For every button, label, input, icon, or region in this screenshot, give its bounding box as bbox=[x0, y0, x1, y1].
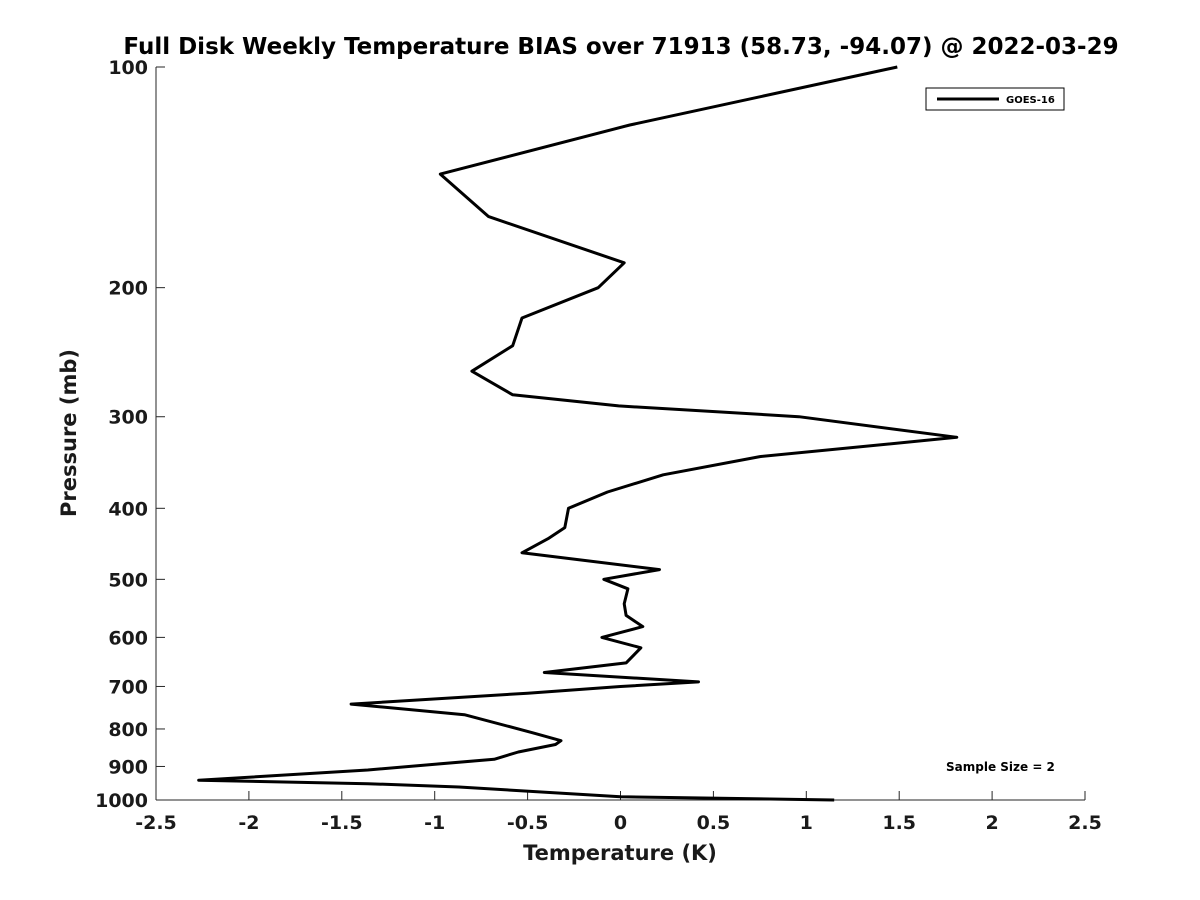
y-tick-label: 500 bbox=[108, 569, 148, 591]
y-tick-label: 300 bbox=[108, 407, 148, 429]
plot-area bbox=[156, 67, 1085, 800]
x-tick-label: 1.5 bbox=[882, 812, 916, 834]
series-line-goes-16 bbox=[197, 65, 959, 802]
chart-title: Full Disk Weekly Temperature BIAS over 7… bbox=[123, 34, 1118, 60]
y-tick-label: 900 bbox=[108, 756, 148, 778]
x-tick-label: -1.5 bbox=[321, 812, 363, 834]
y-axis-label: Pressure (mb) bbox=[57, 349, 81, 517]
x-tick-label: 0.5 bbox=[697, 812, 731, 834]
y-tick-label: 200 bbox=[108, 278, 148, 300]
series-lines bbox=[197, 65, 959, 802]
axes: -2.5 -2 -1.5 -1 -0.5 0 0.5 1 1.5 2 2.5 100 200 300 400… bbox=[95, 57, 1102, 834]
x-tick-label: -2 bbox=[238, 812, 259, 834]
legend-label: GOES-16 bbox=[1006, 95, 1055, 106]
y-tick-label: 700 bbox=[108, 676, 148, 698]
x-tick-label: 0 bbox=[614, 812, 627, 834]
x-tick-label: 1 bbox=[800, 812, 813, 834]
y-tick-label: 800 bbox=[108, 719, 148, 741]
y-tick-label: 600 bbox=[108, 627, 148, 649]
x-tick-label: 2 bbox=[985, 812, 998, 834]
x-tick-label: -2.5 bbox=[135, 812, 177, 834]
x-tick-label: -1 bbox=[424, 812, 445, 834]
y-tick-label: 1000 bbox=[95, 790, 148, 812]
x-tick-label: 2.5 bbox=[1068, 812, 1102, 834]
x-axis-label: Temperature (K) bbox=[523, 841, 717, 865]
y-tick-label: 100 bbox=[108, 57, 148, 79]
x-tick-label: -0.5 bbox=[507, 812, 549, 834]
y-tick-label: 400 bbox=[108, 498, 148, 520]
legend: GOES-16 bbox=[925, 87, 1065, 111]
sample-size-annotation: Sample Size = 2 bbox=[946, 760, 1055, 774]
